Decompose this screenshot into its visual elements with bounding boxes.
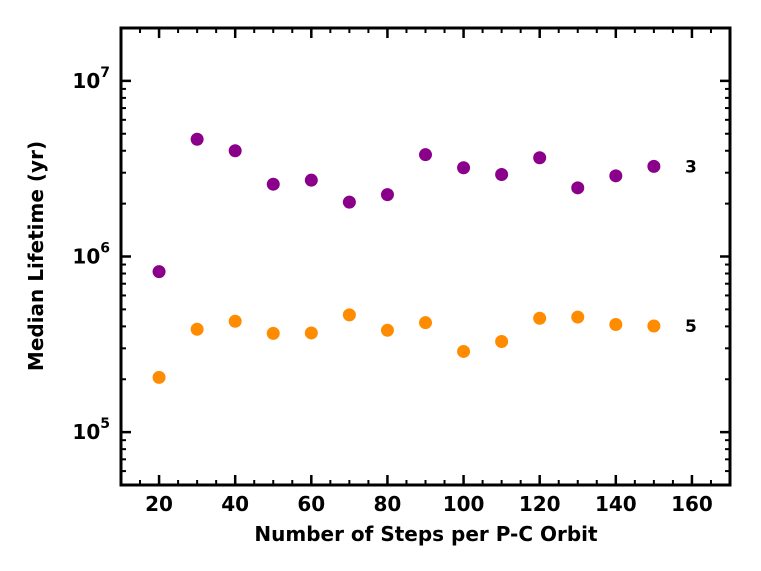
x-tick-label: 140 [595, 492, 637, 516]
major-ticks [121, 28, 730, 485]
series-3-point [190, 132, 204, 146]
series-5-label: 5 [685, 317, 697, 337]
series-5-point [571, 310, 585, 324]
plot-frame [119, 26, 732, 487]
series-5-point [380, 323, 394, 337]
series-labels: 35 [685, 157, 697, 337]
series-3-point [152, 265, 166, 279]
series-5-point [495, 335, 509, 349]
y-axis-label: Median Lifetime (yr) [24, 141, 48, 371]
y-tick-label: 106 [72, 241, 110, 269]
series-5-point [533, 311, 547, 325]
x-axis-label: Number of Steps per P-C Orbit [254, 522, 598, 546]
series-3-point [266, 177, 280, 191]
series-3-point [533, 151, 547, 165]
minor-ticks [120, 27, 731, 486]
series-5-point [190, 322, 204, 336]
series-3-point [571, 181, 585, 195]
series-5-point [609, 318, 623, 332]
series-3-point [342, 195, 356, 209]
series-5-point [152, 370, 166, 384]
x-tick-labels: 20 40 60 80 100 120 140 160 [145, 492, 713, 516]
series-3-point [419, 148, 432, 162]
series-5-point [419, 316, 432, 330]
series-5-point [342, 308, 356, 322]
series-3-point [609, 169, 623, 183]
series-3-point [647, 159, 661, 173]
data-points [152, 132, 661, 384]
series-5-point [647, 319, 661, 333]
series-3-point [304, 173, 318, 187]
y-tick-labels: 105 106 107 [72, 65, 110, 444]
x-tick-label: 60 [297, 492, 325, 516]
x-tick-label: 120 [519, 492, 561, 516]
series-3-point [457, 161, 471, 175]
x-tick-label: 100 [443, 492, 485, 516]
series-5-point [228, 314, 242, 328]
series-5-point [266, 326, 280, 340]
series-3-point [495, 168, 509, 182]
series-3-point [228, 144, 242, 158]
series-3-point [380, 188, 394, 202]
x-tick-label: 20 [145, 492, 173, 516]
series-3-label: 3 [685, 157, 697, 177]
y-tick-label: 107 [72, 65, 110, 93]
x-tick-label: 160 [671, 492, 713, 516]
series-5-point [304, 326, 318, 340]
y-tick-label: 105 [72, 416, 110, 444]
series-5-point [457, 344, 471, 358]
x-tick-label: 40 [221, 492, 249, 516]
x-tick-label: 80 [374, 492, 402, 516]
